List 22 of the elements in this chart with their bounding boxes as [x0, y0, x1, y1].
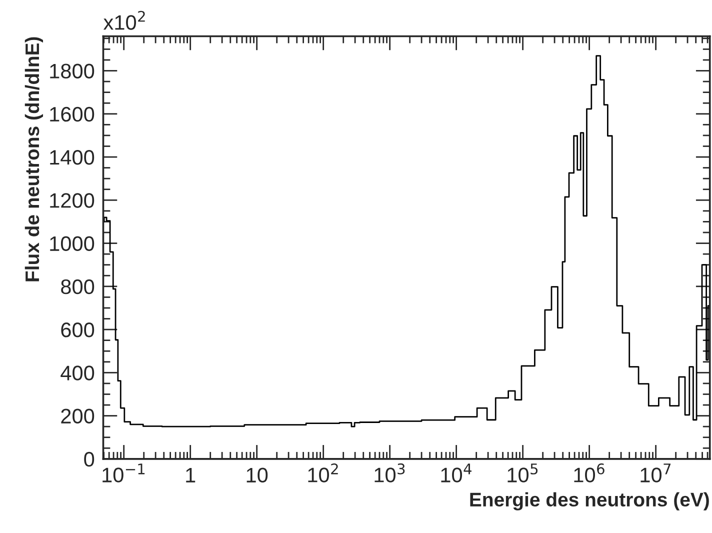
y-tick-label: 0 — [84, 452, 94, 467]
x-axis-title: Energie des neutrons (eV) — [470, 492, 709, 510]
x-tick-label: 10$^{3}$ — [374, 463, 405, 482]
y-tick-label: 1600 — [50, 106, 94, 122]
y-tick-label: 1000 — [50, 236, 94, 252]
x-tick-label: 10$^{6}$ — [574, 463, 604, 482]
y-axis-title: Flux de neutrons (dn/dlnE) — [24, 37, 44, 282]
x-tick-label: 10$^{4}$ — [441, 464, 472, 482]
x-tick-label: 1 — [186, 468, 196, 482]
y-tick-label: 400 — [60, 366, 94, 380]
x-tick-label: 10 — [246, 468, 268, 483]
y-tick-label: 1800 — [50, 64, 94, 78]
x-tick-label: 10$^{2}$ — [308, 463, 338, 482]
y-tick-label: 1400 — [50, 150, 94, 165]
y-tick-label: 200 — [61, 408, 94, 424]
y-tick-label: 800 — [61, 279, 94, 294]
y-tick-label: 1200 — [50, 193, 94, 208]
x-tick-label: 10$^{−1}$ — [102, 464, 145, 482]
x-tick-label: 10$^{5}$ — [508, 464, 538, 482]
x-tick-label: 10$^{7}$ — [640, 464, 671, 482]
text: x10$^{2}$ — [103, 10, 145, 30]
y-tick-label: 600 — [61, 322, 94, 338]
